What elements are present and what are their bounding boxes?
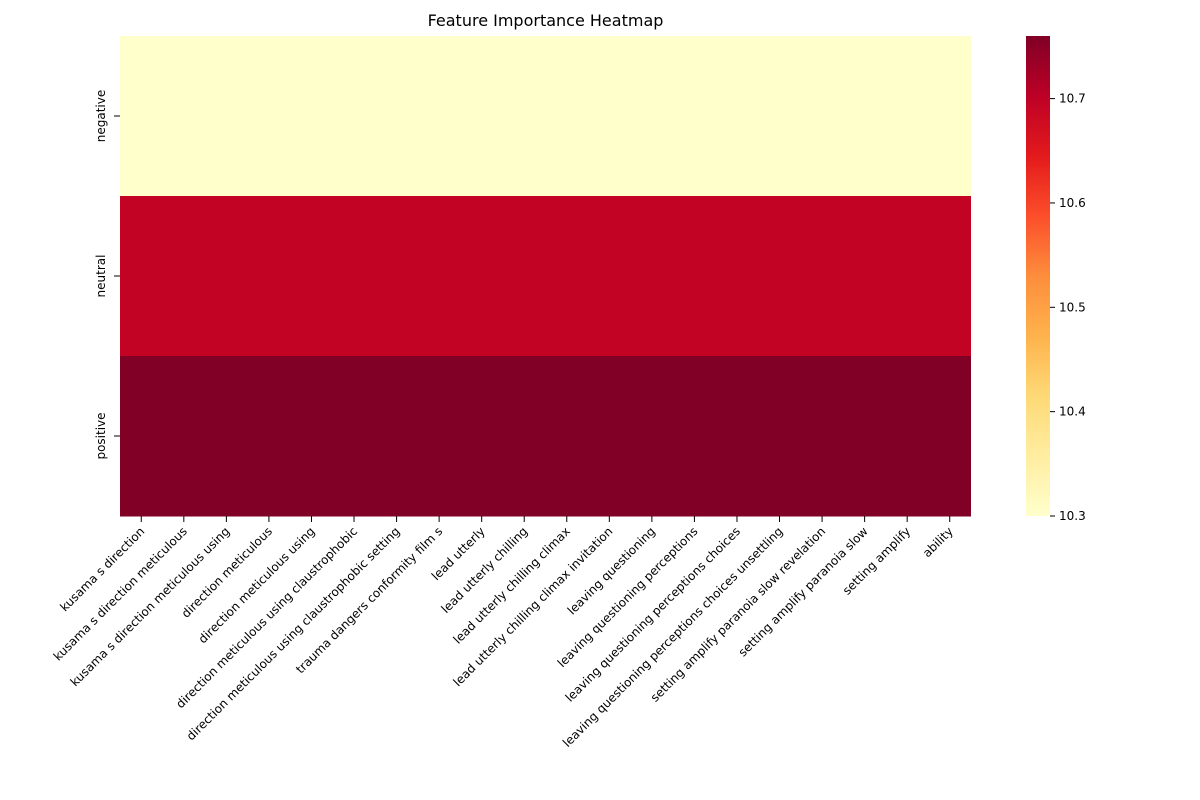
y-axis: negative neutral positive	[94, 90, 120, 460]
y-tick-label: positive	[94, 412, 108, 459]
x-tick-label: kusama s direction meticulous using	[68, 524, 233, 689]
chart-title: Feature Importance Heatmap	[427, 11, 664, 30]
colorbar-tick-label: 10.6	[1059, 196, 1086, 210]
heatmap-row-positive	[120, 356, 971, 517]
colorbar-tick-label: 10.4	[1059, 405, 1086, 419]
colorbar: 10.3 10.4 10.5 10.6 10.7	[1026, 36, 1086, 523]
heatmap-row-negative	[120, 36, 971, 197]
x-tick-label: ability	[920, 524, 956, 560]
colorbar-gradient	[1026, 36, 1050, 516]
x-tick-label: lead utterly chilling climax invitation	[450, 524, 615, 689]
colorbar-tick-label: 10.7	[1059, 92, 1086, 106]
colorbar-tick-label: 10.5	[1059, 300, 1086, 314]
heatmap-cells	[120, 36, 971, 517]
heatmap-row-neutral	[120, 196, 971, 357]
y-tick-label: negative	[94, 90, 108, 142]
colorbar-tick-label: 10.3	[1059, 509, 1086, 523]
y-tick-label: neutral	[94, 255, 108, 298]
